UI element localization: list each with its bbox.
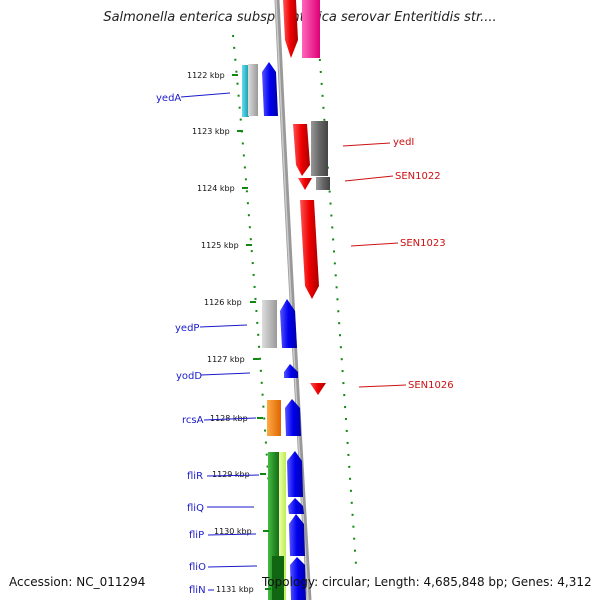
- gene-green-dark[interactable]: [272, 556, 284, 600]
- gene-top-red[interactable]: [283, 0, 298, 58]
- gene-label-yedP[interactable]: yedP: [175, 323, 199, 334]
- kbp-label: 1122 kbp: [187, 71, 225, 80]
- gene-yedP[interactable]: [280, 299, 297, 348]
- gene-label-SEN1023[interactable]: SEN1023: [400, 238, 446, 249]
- gene-cyan[interactable]: [242, 65, 249, 117]
- gene-gray-right[interactable]: [311, 121, 328, 176]
- right-gene-labels: yedI SEN1022 SEN1023 SEN1026: [342, 137, 454, 391]
- genome-backbone: [274, 0, 312, 600]
- kbp-label: 1126 kbp: [204, 298, 242, 307]
- kbp-label: 1127 kbp: [207, 355, 245, 364]
- kbp-label: 1131 kbp: [216, 585, 254, 594]
- gene-label-SEN1022[interactable]: SEN1022: [395, 171, 441, 182]
- gene-gray-small[interactable]: [248, 64, 258, 116]
- gene-SEN1026[interactable]: [310, 383, 326, 395]
- gene-yedP-gray[interactable]: [262, 300, 277, 348]
- gene-label-fliO[interactable]: fliO: [189, 562, 206, 573]
- gene-label-fliR[interactable]: fliR: [187, 471, 203, 482]
- gene-label-yedA[interactable]: yedA: [156, 93, 181, 104]
- left-gene-labels: yedA yedP yodD rcsA fliR fliQ fliP fliO …: [156, 92, 260, 596]
- right-tick-ring: [317, 34, 357, 566]
- gene-rcsA-orange[interactable]: [267, 400, 281, 436]
- map-title: Salmonella enterica subsp. enterica sero…: [103, 10, 497, 25]
- gene-label-fliQ[interactable]: fliQ: [187, 503, 204, 514]
- gene-label-fliP[interactable]: fliP: [189, 530, 204, 541]
- gene-yedA[interactable]: [262, 62, 278, 116]
- kbp-label: 1128 kbp: [210, 414, 248, 423]
- kbp-label: 1129 kbp: [212, 470, 250, 479]
- gene-fliP[interactable]: [289, 514, 305, 556]
- kbp-label: 1130 kbp: [214, 527, 252, 536]
- gene-rcsA[interactable]: [285, 399, 301, 436]
- gene-fliQ[interactable]: [288, 498, 304, 514]
- gene-SEN1023[interactable]: [300, 200, 319, 299]
- gene-label-rcsA[interactable]: rcsA: [182, 415, 204, 426]
- gene-gray-right-2[interactable]: [316, 177, 330, 190]
- kbp-label: 1124 kbp: [197, 184, 235, 193]
- gene-label-yedI[interactable]: yedI: [393, 137, 414, 148]
- accession-text: Accession: NC_011294: [9, 575, 146, 589]
- gene-top-pink[interactable]: [302, 0, 320, 58]
- gene-label-SEN1026[interactable]: SEN1026: [408, 380, 454, 391]
- topology-text: Topology: circular; Length: 4,685,848 bp…: [262, 575, 592, 589]
- gene-yodD[interactable]: [284, 364, 298, 378]
- gene-label-fliN[interactable]: fliN: [189, 585, 206, 596]
- kbp-scale: 1122 kbp 1123 kbp 1124 kbp 1125 kbp 1126…: [187, 71, 271, 594]
- gene-lime-cluster[interactable]: [279, 452, 286, 600]
- kbp-label: 1125 kbp: [201, 241, 239, 250]
- gene-fliR[interactable]: [287, 451, 303, 497]
- gene-fliO[interactable]: [290, 557, 306, 600]
- gene-label-yodD[interactable]: yodD: [176, 371, 202, 382]
- kbp-label: 1123 kbp: [192, 127, 230, 136]
- gene-SEN1022[interactable]: [298, 178, 312, 190]
- gene-yedI[interactable]: [293, 124, 310, 176]
